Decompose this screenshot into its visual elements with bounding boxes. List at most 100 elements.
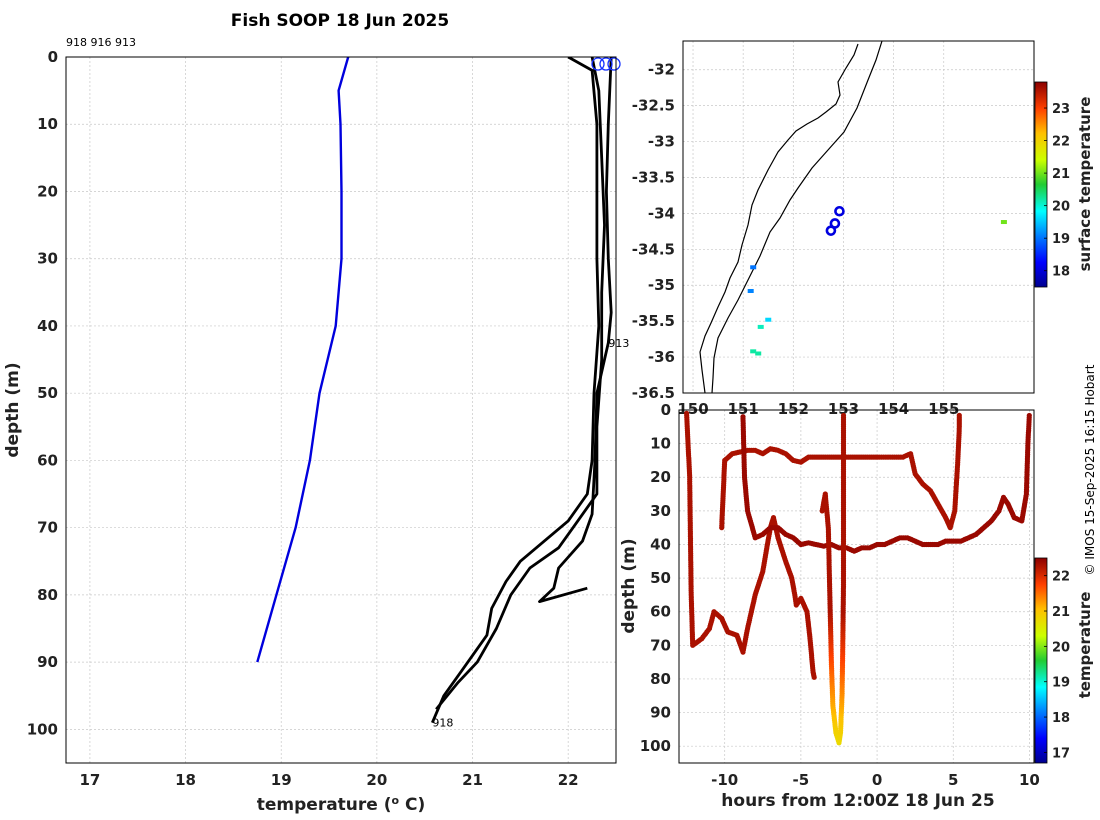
timeseries-x-ticks: -10 -5 0 5 10 xyxy=(711,771,1040,789)
map-colorbar-label: surface temperature xyxy=(1076,97,1094,272)
ts-point xyxy=(840,412,847,419)
y-tick-label: 100 xyxy=(27,720,58,738)
timeseries-colorbar-ticks: 17 18 19 20 21 22 xyxy=(1044,570,1070,761)
map-x-tick-label: 150 xyxy=(677,400,708,418)
y-tick-label: 40 xyxy=(37,317,58,335)
profile-axes-box xyxy=(65,56,617,764)
profile-x-ticks: 17 18 19 20 21 22 xyxy=(79,771,578,789)
x-tick-label: 19 xyxy=(271,771,292,789)
ts-x-tick-label: -5 xyxy=(793,771,810,789)
timeseries-y-label: depth (m) xyxy=(619,538,639,633)
ts-colorbar-tick-label: 20 xyxy=(1052,640,1070,655)
x-tick-label: 21 xyxy=(462,771,483,789)
sst-point xyxy=(747,288,754,293)
map-x-ticks: 150 151 152 153 154 155 xyxy=(677,400,959,418)
map-panel: 150 151 152 153 154 155 -32-32.5-33-33.5-34-3… xyxy=(632,40,1094,418)
timeseries-colorbar-label: temperature xyxy=(1076,592,1094,699)
x-tick-label: 20 xyxy=(366,771,387,789)
sst-point xyxy=(755,351,762,356)
map-colorbar-ticks: 18 19 20 21 22 23 xyxy=(1044,102,1070,280)
map-gridlines xyxy=(683,41,1034,394)
ts-colorbar-tick-label: 17 xyxy=(1052,746,1070,761)
profile-line-climatology xyxy=(256,57,350,663)
y-tick-label: 90 xyxy=(37,653,58,671)
ts-y-tick-label: 70 xyxy=(650,636,671,654)
profile-line-913 xyxy=(538,57,613,603)
y-tick-label: 10 xyxy=(37,115,58,133)
profile-y-ticks: 0 10 20 30 40 50 60 70 80 90 100 xyxy=(27,48,58,738)
station-marker xyxy=(834,205,845,217)
map-x-tick-label: 155 xyxy=(928,400,959,418)
x-tick-label: 22 xyxy=(558,771,579,789)
cast-ids-label: 918 916 913 xyxy=(66,36,136,49)
timeseries-y-ticks: 0 10 20 30 40 50 60 70 80 90 100 xyxy=(640,401,671,755)
timeseries-points xyxy=(684,410,1032,746)
map-x-tick-label: 154 xyxy=(878,400,909,418)
colorbar-tick-label: 21 xyxy=(1052,167,1070,182)
y-tick-label: 0 xyxy=(48,48,58,66)
colorbar-tick-label: 23 xyxy=(1052,102,1070,117)
map-y-tick-label: -32 xyxy=(648,61,675,79)
ts-y-tick-label: 10 xyxy=(650,435,671,453)
x-tick-label: 18 xyxy=(175,771,196,789)
y-tick-label: 30 xyxy=(37,250,58,268)
profile-series xyxy=(256,57,613,724)
ts-y-tick-label: 20 xyxy=(650,468,671,486)
map-y-tick-label: -35.5 xyxy=(632,312,675,330)
credit-label: © IMOS 15-Sep-2025 16:15 Hobart xyxy=(1083,364,1097,575)
cast-label-913: 913 xyxy=(608,337,629,350)
ts-x-tick-label: 0 xyxy=(872,771,882,789)
sst-point xyxy=(757,324,764,329)
ts-y-tick-label: 60 xyxy=(650,603,671,621)
y-tick-label: 70 xyxy=(37,519,58,537)
ts-y-tick-label: 100 xyxy=(640,737,671,755)
ts-point xyxy=(1026,412,1032,419)
colorbar-tick-label: 18 xyxy=(1052,265,1070,280)
ts-x-tick-label: 5 xyxy=(948,771,958,789)
map-y-tick-label: -33 xyxy=(648,133,675,151)
map-y-ticks: -32 -32.5 -33 -33.5 -34 -34.5 -35 -35.5 -36 -36.5 xyxy=(632,61,675,402)
ts-colorbar-tick-label: 22 xyxy=(1052,570,1070,585)
sst-point xyxy=(765,317,772,322)
map-stations xyxy=(825,205,845,236)
map-coastline xyxy=(699,41,883,393)
ts-y-tick-label: 80 xyxy=(650,670,671,688)
map-x-tick-label: 152 xyxy=(778,400,809,418)
profile-gridlines xyxy=(66,56,616,763)
sst-point xyxy=(1000,220,1007,225)
map-x-tick-label: 153 xyxy=(828,400,859,418)
surface-circles xyxy=(591,57,621,71)
colorbar-tick-label: 22 xyxy=(1052,135,1070,150)
ts-x-tick-label: -10 xyxy=(711,771,738,789)
ts-colorbar-tick-label: 21 xyxy=(1052,605,1070,620)
profile-annotations: 913 918 xyxy=(432,337,629,730)
sst-point xyxy=(750,349,757,354)
profile-y-label: depth (m) xyxy=(3,362,23,457)
ts-colorbar-tick-label: 18 xyxy=(1052,711,1070,726)
ts-y-tick-label: 50 xyxy=(650,569,671,587)
y-tick-label: 50 xyxy=(37,384,58,402)
ts-y-tick-label: 0 xyxy=(661,401,671,419)
profile-line-916 xyxy=(435,57,606,711)
timeseries-gridlines xyxy=(679,409,1034,763)
timeseries-axes-box xyxy=(678,409,1035,764)
profile-x-label: temperature (o C) xyxy=(257,794,426,816)
map-y-tick-label: -36.5 xyxy=(632,384,675,402)
map-y-tick-label: -34.5 xyxy=(632,240,675,258)
ts-y-tick-label: 90 xyxy=(650,704,671,722)
colorbar-tick-label: 20 xyxy=(1052,200,1070,215)
cast-label-918: 918 xyxy=(432,717,453,730)
y-tick-label: 60 xyxy=(37,451,58,469)
y-tick-label: 80 xyxy=(37,586,58,604)
x-tick-label: 17 xyxy=(79,771,100,789)
timeseries-panel: -10 -5 0 5 10 0 10 20 30 40 50 60 70 80 90 100 hours f… xyxy=(619,401,1094,811)
map-y-tick-label: -34 xyxy=(648,204,675,222)
map-y-tick-label: -36 xyxy=(648,348,675,366)
figure-title: Fish SOOP 18 Jun 2025 xyxy=(231,11,449,31)
map-x-tick-label: 151 xyxy=(728,400,759,418)
ts-point xyxy=(956,412,962,418)
map-sst-points xyxy=(747,220,1007,356)
y-tick-label: 20 xyxy=(37,182,58,200)
